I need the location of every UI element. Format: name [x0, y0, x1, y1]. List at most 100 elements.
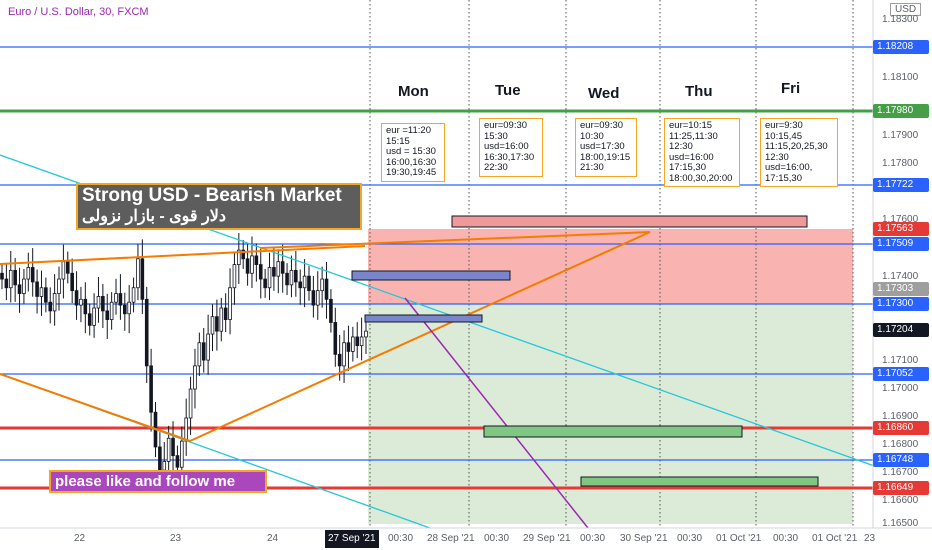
candle-body	[188, 388, 193, 419]
candle-body	[44, 287, 48, 303]
y-tick: 1.17000	[882, 383, 919, 394]
candle-body	[96, 296, 101, 309]
x-tick: 23	[864, 533, 876, 544]
day-label-fri: Fri	[781, 80, 801, 97]
candle-body	[219, 307, 224, 332]
candle-body	[136, 258, 140, 289]
candle-body	[13, 269, 17, 286]
candle-body	[289, 269, 294, 286]
candle-body	[258, 264, 263, 280]
x-tick: 30 Sep '21	[620, 533, 668, 544]
candle-body	[65, 261, 70, 274]
candle-body	[359, 336, 364, 347]
y-tick: 1.16800	[882, 439, 919, 450]
candle-body	[346, 342, 351, 352]
x-tick: 28 Sep '21	[427, 533, 475, 544]
candle-body	[232, 264, 237, 289]
x-tick: 00:30	[677, 533, 703, 544]
candle-body	[201, 342, 206, 361]
x-tick: 23	[170, 533, 182, 544]
y-tick: 1.18300	[882, 14, 919, 25]
candle-body	[79, 298, 83, 306]
price-label: 1.17722	[873, 178, 929, 192]
candle-body	[48, 301, 53, 312]
candle-body	[280, 261, 285, 274]
day-label-wed: Wed	[588, 85, 620, 102]
candle-body	[263, 278, 267, 289]
y-tick: 1.18100	[882, 72, 919, 83]
candle-body	[223, 307, 228, 320]
candle-body	[254, 255, 259, 265]
candle-body	[342, 342, 346, 367]
x-tick: 00:30	[773, 533, 799, 544]
candle-body	[311, 290, 316, 306]
candle-body	[22, 278, 26, 294]
symbol-title: Euro / U.S. Dollar, 30, FXCM	[8, 6, 149, 18]
annotation-strong-usd: Strong USD - Bearish Market دلار قوی - ب…	[76, 183, 362, 230]
day-separators	[369, 0, 854, 528]
candle-body	[4, 278, 9, 289]
candle-body	[267, 267, 272, 289]
candle-body	[70, 272, 74, 292]
candle-body	[333, 322, 338, 355]
like-follow-banner: please like and follow me	[49, 470, 267, 493]
candle-body	[329, 298, 333, 323]
candle-body	[215, 316, 219, 332]
x-tick: 24	[267, 533, 279, 544]
price-label: 1.16860	[873, 421, 929, 435]
x-tick: 01 Oct '21	[716, 533, 762, 544]
annotation-main-text: Strong USD - Bearish Market	[82, 185, 342, 206]
x-tick: 01 Oct '21	[812, 533, 858, 544]
candle-body	[149, 365, 153, 413]
price-label: 1.16649	[873, 481, 929, 495]
x-tick: 00:30	[580, 533, 606, 544]
candle-body	[351, 336, 355, 352]
y-tick: 1.16500	[882, 518, 919, 529]
candle-body	[105, 310, 110, 320]
price-label: 1.17303	[873, 282, 929, 296]
candle-body	[307, 275, 311, 292]
candle-body	[17, 284, 22, 294]
currency-badge[interactable]: USD	[890, 3, 922, 16]
candle-body	[206, 333, 210, 361]
x-tick: 27 Sep '21	[325, 530, 379, 548]
candle-body	[245, 258, 250, 274]
y-tick: 1.17400	[882, 271, 919, 282]
x-tick: 00:30	[484, 533, 510, 544]
candle-body	[175, 455, 180, 468]
candle-body	[166, 437, 171, 462]
candle-body	[114, 293, 118, 303]
candle-body	[355, 336, 360, 347]
candle-body	[250, 255, 254, 274]
candle-body	[171, 437, 175, 457]
candle-body	[285, 272, 289, 286]
candle-body	[337, 353, 342, 367]
candle-body	[8, 269, 13, 289]
candle-body	[320, 278, 324, 292]
candle-body	[298, 281, 303, 289]
y-tick: 1.16900	[882, 411, 919, 422]
price-label: 1.18208	[873, 40, 929, 54]
price-label: 1.17563	[873, 222, 929, 236]
candle-body	[101, 296, 105, 312]
annotation-persian-text: دلار قوی - بازار نزولی	[82, 208, 226, 225]
candle-body	[210, 316, 215, 335]
candle-body	[61, 261, 66, 280]
x-tick: 22	[74, 533, 86, 544]
price-candles	[0, 233, 368, 485]
candle-body	[237, 249, 241, 265]
candle-body	[52, 293, 57, 312]
candle-body	[140, 258, 145, 300]
candle-body	[35, 281, 39, 297]
candle-body	[26, 267, 31, 280]
schedule-box-mon: eur =11:20 15:15 usd = 15:30 16:00,16:30…	[381, 123, 445, 182]
candle-body	[162, 461, 167, 471]
schedule-box-wed: eur=09:30 10:30 usd=17:30 18:00,19:15 21…	[575, 118, 637, 177]
x-tick: 29 Sep '21	[523, 533, 571, 544]
schedule-box-fri: eur=9:30 10:15,45 11:15,20,25,30 12:30 u…	[760, 118, 838, 187]
price-label: 1.17300	[873, 297, 929, 311]
schedule-box-thu: eur=10:15 11:25,11:30 12:30 usd=16:00 17…	[664, 118, 740, 187]
candle-body	[30, 267, 35, 283]
